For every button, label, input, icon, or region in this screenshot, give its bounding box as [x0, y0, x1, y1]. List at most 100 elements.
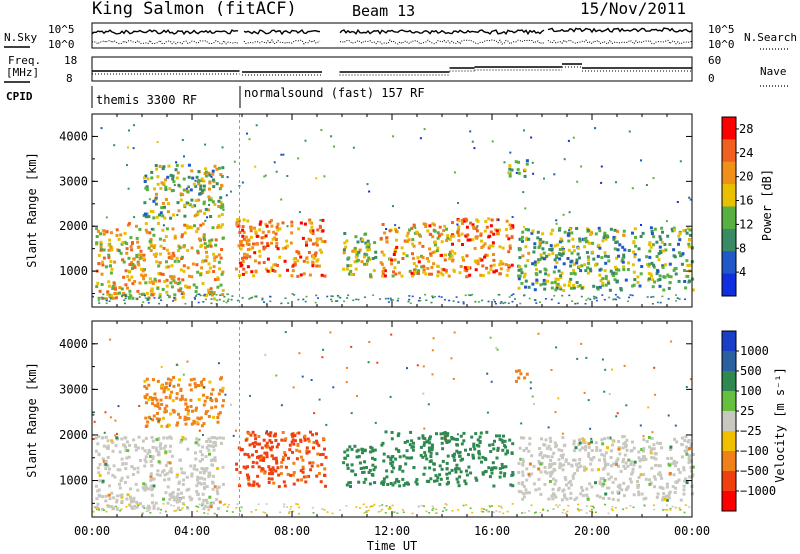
- echo-pixel: [170, 285, 174, 289]
- echo-pixel: [416, 256, 420, 260]
- echo-pixel: [547, 444, 551, 448]
- echo-pixel: [426, 439, 430, 443]
- echo-pixel: [152, 253, 156, 256]
- echo-pixel: [471, 238, 475, 242]
- echo-pixel: [642, 438, 646, 442]
- echo-pixel: [564, 477, 568, 481]
- echo-pixel: [148, 231, 152, 235]
- noise-pixel: [374, 421, 377, 424]
- echo-pixel: [642, 473, 646, 477]
- echo-pixel: [157, 264, 161, 268]
- ground-scatter-pixel: [659, 301, 662, 304]
- ground-scatter-pixel: [365, 506, 368, 508]
- ground-scatter-pixel: [136, 298, 139, 300]
- echo-pixel: [210, 290, 214, 294]
- echo-pixel: [219, 196, 223, 200]
- echo-pixel: [563, 476, 567, 479]
- echo-pixel: [350, 469, 354, 473]
- noise-pixel: [209, 396, 212, 399]
- echo-pixel: [604, 237, 608, 241]
- echo-pixel: [125, 497, 129, 501]
- echo-pixel: [508, 223, 512, 227]
- echo-pixel: [523, 376, 527, 380]
- echo-pixel: [140, 273, 144, 277]
- echo-pixel: [539, 241, 542, 245]
- echo-pixel: [214, 443, 218, 447]
- noise-pixel: [180, 194, 182, 197]
- echo-pixel: [491, 241, 495, 245]
- ground-scatter-pixel: [438, 295, 441, 298]
- echo-pixel: [144, 222, 148, 226]
- echo-pixel: [272, 263, 276, 267]
- ground-scatter-pixel: [367, 509, 370, 512]
- echo-pixel: [324, 484, 327, 488]
- echo-pixel: [508, 246, 512, 250]
- echo-pixel: [672, 473, 676, 477]
- y-tick-label: 2000: [59, 219, 88, 233]
- echo-pixel: [217, 485, 221, 489]
- echo-pixel: [129, 294, 133, 298]
- echo-pixel: [155, 417, 159, 421]
- ground-scatter-pixel: [488, 504, 491, 507]
- echo-pixel: [281, 458, 285, 462]
- echo-pixel: [457, 239, 461, 243]
- echo-pixel: [405, 254, 409, 258]
- echo-pixel: [97, 253, 101, 257]
- echo-pixel: [444, 439, 448, 443]
- echo-pixel: [498, 228, 501, 232]
- echo-pixel: [538, 238, 542, 241]
- echo-pixel: [548, 480, 552, 483]
- ground-scatter-pixel: [497, 505, 500, 507]
- echo-pixel: [558, 285, 562, 289]
- ground-scatter-pixel: [164, 510, 167, 513]
- echo-pixel: [619, 469, 623, 473]
- echo-pixel: [518, 446, 522, 450]
- echo-pixel: [424, 225, 428, 228]
- ground-scatter-pixel: [442, 510, 444, 512]
- noise-pixel: [583, 391, 586, 394]
- noise-pixel: [608, 392, 611, 395]
- echo-pixel: [117, 249, 121, 253]
- ground-scatter-pixel: [292, 510, 295, 513]
- echo-pixel: [269, 431, 273, 435]
- ground-scatter-pixel: [471, 511, 474, 514]
- echo-pixel: [211, 200, 215, 204]
- velocity-colorbar-title: Velocity [m s⁻¹]: [773, 367, 787, 483]
- y-tick-label: 4000: [59, 129, 88, 143]
- echo-pixel: [133, 443, 137, 447]
- ground-scatter-pixel: [103, 297, 106, 300]
- echo-pixel: [166, 387, 170, 391]
- echo-pixel: [642, 497, 646, 501]
- noise-pixel: [148, 198, 151, 201]
- echo-pixel: [488, 443, 492, 447]
- echo-pixel: [611, 480, 615, 484]
- echo-pixel: [506, 268, 510, 272]
- echo-pixel: [186, 266, 190, 270]
- echo-pixel: [102, 256, 106, 260]
- echo-pixel: [315, 243, 319, 247]
- echo-pixel: [123, 231, 127, 235]
- echo-pixel: [478, 259, 482, 262]
- echo-pixel: [525, 372, 529, 376]
- echo-pixel: [168, 393, 172, 397]
- echo-pixel: [560, 454, 564, 458]
- echo-pixel: [603, 231, 607, 235]
- ground-scatter-pixel: [431, 295, 434, 297]
- echo-pixel: [201, 260, 204, 264]
- velocity-colorbar-swatch: [722, 471, 736, 492]
- echo-pixel: [202, 393, 205, 397]
- echo-pixel: [264, 444, 268, 448]
- echo-pixel: [441, 459, 445, 463]
- echo-pixel: [664, 248, 668, 252]
- echo-pixel: [594, 441, 598, 445]
- echo-pixel: [373, 448, 377, 452]
- ground-scatter-pixel: [119, 509, 122, 512]
- echo-pixel: [425, 257, 429, 260]
- echo-pixel: [134, 448, 138, 452]
- echo-pixel: [315, 239, 319, 243]
- echo-pixel: [618, 486, 622, 490]
- echo-pixel: [356, 240, 360, 244]
- echo-pixel: [138, 502, 142, 505]
- echo-pixel: [553, 462, 557, 465]
- echo-pixel: [527, 472, 531, 476]
